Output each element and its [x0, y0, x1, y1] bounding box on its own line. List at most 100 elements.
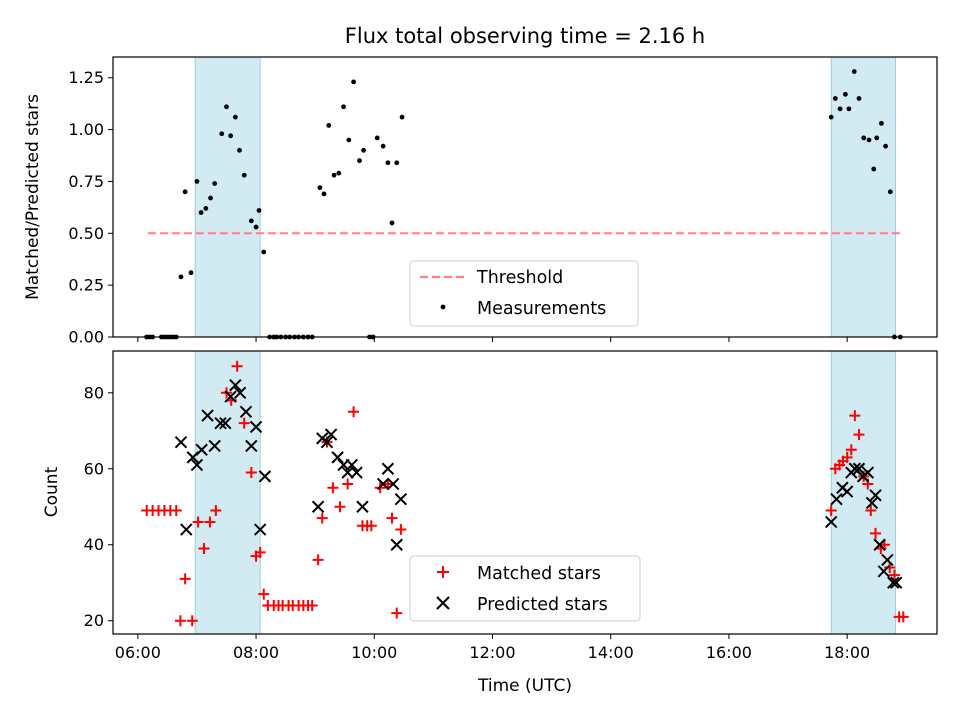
matched-star-point [391, 607, 403, 619]
predicted-star-point [229, 378, 242, 392]
matched-star-point [888, 569, 900, 581]
matched-star-point [186, 615, 198, 627]
bottom-axes-frame [112, 350, 938, 635]
measurement-point [331, 172, 337, 178]
predicted-star-point [877, 565, 891, 578]
predicted-star-point [180, 523, 193, 536]
top-x-ticks [137, 337, 848, 342]
y-tick-label: 20 [84, 611, 104, 630]
predicted-star-point [239, 405, 253, 418]
shaded-interval [830, 350, 897, 635]
predicted-star-point [214, 416, 227, 430]
top-panel: 0.00 0.25 0.50 0.75 1.00 1.25 Matched/Predict… [23, 56, 938, 347]
predicted-star-point [324, 428, 338, 441]
predicted-star-point [376, 477, 390, 491]
predicted-star-point [824, 515, 838, 529]
legend-matched-swatch [437, 566, 449, 578]
predicted-star-point [350, 466, 363, 479]
x-axis-label: Time (UTC) [477, 676, 572, 696]
x-tick-label: 08:00 [233, 643, 279, 662]
x-tick-label: 12:00 [469, 643, 515, 662]
measurement-point [374, 135, 380, 141]
predicted-star-point [253, 523, 267, 536]
predicted-star-point [852, 462, 866, 475]
matched-star-point [849, 410, 861, 422]
y-tick-label: 1.25 [68, 68, 104, 87]
measurement-point [394, 160, 400, 166]
legend-threshold-label: Threshold [476, 268, 563, 288]
measurement-point [224, 104, 229, 110]
top-y-ticks: 0.00 0.25 0.50 0.75 1.00 1.25 [68, 68, 113, 347]
matched-star-point [841, 451, 853, 463]
matched-star-points [141, 360, 909, 627]
legend-matched-label: Matched stars [477, 564, 601, 584]
predicted-star-point [394, 492, 408, 506]
measurement-point [232, 114, 238, 120]
predicted-star-point [865, 496, 879, 510]
matched-star-point [192, 516, 204, 528]
shaded-interval [194, 56, 261, 338]
legend-predicted-swatch [436, 596, 450, 610]
bottom-y-axis-label: Count [42, 466, 62, 517]
predicted-star-point [233, 386, 247, 399]
measurement-point [326, 123, 332, 128]
chart-title: Flux total observing time = 2.16 h [345, 24, 705, 48]
matched-star-point [316, 512, 328, 524]
measurement-point [399, 114, 405, 120]
predicted-star-point [311, 500, 325, 513]
measurement-point [856, 96, 862, 101]
legend-measurements-label: Measurements [477, 299, 606, 319]
measurement-point [341, 104, 346, 110]
y-tick-label: 40 [84, 535, 104, 554]
measurement-point [351, 79, 356, 85]
measurement-point [837, 106, 843, 112]
predicted-star-point [190, 458, 204, 472]
matched-star-point [254, 546, 266, 558]
matched-star-point [210, 505, 222, 517]
x-tick-label: 10:00 [351, 643, 397, 662]
y-tick-label: 0.50 [68, 224, 104, 243]
measurement-point [321, 191, 327, 197]
predicted-star-point [869, 489, 882, 502]
predicted-star-point [195, 443, 208, 456]
predicted-star-point [224, 390, 237, 403]
matched-star-point [348, 406, 360, 418]
measurement-point [861, 135, 867, 141]
matched-star-point [170, 505, 182, 517]
matched-star-point [342, 478, 354, 490]
matched-star-point [198, 543, 210, 555]
predicted-star-point [840, 485, 854, 498]
matched-star-point [825, 505, 837, 517]
measurement-point [317, 185, 323, 191]
predicted-star-point [208, 439, 221, 453]
predicted-star-point [249, 420, 263, 434]
top-axes-frame [112, 56, 938, 338]
matched-star-point [884, 562, 896, 574]
predicted-star-point [830, 492, 843, 506]
measurement-point [253, 224, 259, 230]
measurement-point [182, 189, 188, 195]
y-tick-label: 1.00 [68, 120, 104, 139]
top-legend: Threshold Measurements [409, 260, 639, 327]
matched-star-point [258, 588, 270, 600]
predicted-star-point [219, 416, 232, 430]
legend-predicted-label: Predicted stars [477, 595, 608, 615]
x-tick-label: 16:00 [706, 643, 752, 662]
x-tick-label: 06:00 [115, 643, 161, 662]
y-tick-label: 60 [84, 459, 104, 478]
measurement-point [883, 143, 888, 149]
measurement-point [203, 206, 209, 211]
measurement-point [832, 96, 838, 101]
bottom-legend: Matched stars Predicted stars [409, 555, 641, 622]
matched-star-point [204, 516, 216, 528]
y-tick-label: 0.00 [68, 328, 104, 347]
measurement-point [237, 147, 242, 153]
y-tick-label: 0.25 [68, 276, 104, 295]
matched-star-point [334, 501, 346, 513]
predicted-star-point [174, 435, 188, 449]
measurement-point [871, 166, 877, 172]
predicted-star-point [245, 439, 258, 453]
measurement-point [208, 195, 213, 201]
predicted-star-point [341, 466, 354, 479]
